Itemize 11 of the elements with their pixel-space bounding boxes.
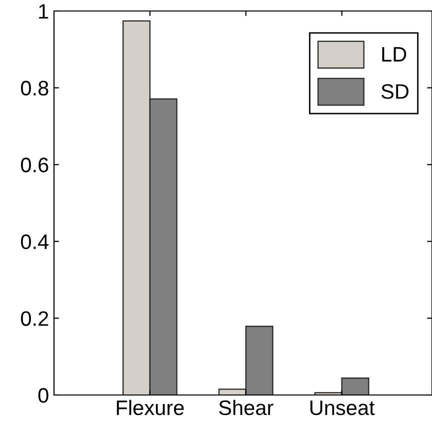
y-tick-label: 0 (38, 388, 48, 403)
y-tick-label: 0.2 (20, 311, 48, 326)
y-tick-label: 0.6 (20, 158, 48, 172)
y-tick-label: 0.8 (20, 80, 48, 96)
x-tick-label: Unseat (310, 400, 375, 416)
x-tick-label: Shear (219, 400, 274, 416)
y-tick-label: 0.4 (20, 234, 49, 250)
legend-label: LD (382, 47, 406, 62)
y-tick-label: 1 (39, 4, 48, 19)
legend-label: SD (381, 84, 408, 99)
x-tick-label: Flexure (116, 400, 184, 416)
